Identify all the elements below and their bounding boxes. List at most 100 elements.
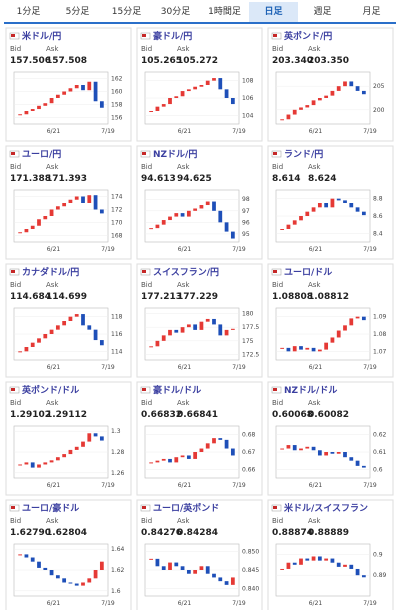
candle <box>68 199 73 203</box>
bid-value: 171.388 <box>10 174 51 184</box>
bid-value: 1.62790 <box>10 528 51 538</box>
candle <box>87 81 92 91</box>
tab[interactable]: 15分足 <box>111 7 142 17</box>
tab[interactable]: 1分足 <box>16 7 41 17</box>
candle <box>349 457 354 461</box>
bid-label: Bid <box>272 399 283 407</box>
tab[interactable]: 週足 <box>313 7 332 17</box>
x-label: 6/21 <box>178 482 192 489</box>
candle <box>286 114 291 120</box>
card-title: 英ポンド/円 <box>283 30 332 42</box>
x-label: 6/21 <box>178 246 192 253</box>
candle <box>311 446 316 451</box>
y-tick-label: 1.09 <box>373 314 387 321</box>
flag-mark <box>11 270 15 273</box>
bid-value: 157.506 <box>10 56 51 66</box>
candle <box>324 342 329 350</box>
candle <box>299 558 303 565</box>
y-tick-label: 98 <box>242 196 250 203</box>
y-tick-label: 170 <box>111 220 123 227</box>
candle <box>286 445 291 449</box>
bid-value: 1.08808 <box>272 292 313 302</box>
bid-value: 8.614 <box>272 174 300 184</box>
candle <box>81 196 85 203</box>
candle <box>361 465 366 468</box>
candle <box>68 88 73 92</box>
ask-label: Ask <box>177 517 190 525</box>
bid-label: Bid <box>272 45 283 53</box>
candle <box>317 556 322 561</box>
x-label: 6/21 <box>47 246 61 253</box>
candle <box>30 462 35 468</box>
y-tick-label: 0.68 <box>242 432 256 439</box>
candle <box>149 558 154 560</box>
flag-mark <box>142 152 146 155</box>
chart-frame <box>275 543 371 597</box>
bid-label: Bid <box>272 163 283 171</box>
candle <box>174 329 179 333</box>
card-title: 米ドル/円 <box>21 30 61 42</box>
candle <box>30 225 35 229</box>
chart-frame <box>13 71 109 125</box>
candle <box>43 462 48 465</box>
y-tick-label: 0.9 <box>373 551 383 558</box>
flag-mark <box>11 388 15 391</box>
bid-label: Bid <box>141 163 152 171</box>
ask-label: Ask <box>46 399 59 407</box>
ask-value: 0.66841 <box>177 410 218 420</box>
candle <box>99 101 104 108</box>
candle <box>87 578 92 583</box>
tab[interactable]: 日足 <box>249 2 298 22</box>
candle <box>168 98 172 105</box>
candle <box>81 441 85 447</box>
candle <box>311 100 316 106</box>
card-title: ユーロ/英ポンド <box>153 502 219 514</box>
candle <box>43 216 48 220</box>
ask-label: Ask <box>46 163 59 171</box>
y-tick-label: 177.5 <box>242 324 259 331</box>
candle <box>349 81 354 87</box>
candle <box>324 558 329 561</box>
flag-mark <box>273 152 277 155</box>
candle <box>324 95 329 98</box>
candle <box>93 433 98 437</box>
bid-label: Bid <box>141 517 152 525</box>
candle <box>330 90 335 96</box>
candle <box>355 568 360 576</box>
candle <box>174 562 179 567</box>
candle <box>311 207 316 212</box>
candle <box>224 222 229 232</box>
x-label: 6/21 <box>47 600 61 607</box>
bid-value: 105.265 <box>141 56 182 66</box>
bid-label: Bid <box>272 517 283 525</box>
candle <box>317 349 322 352</box>
candle <box>305 211 310 216</box>
candle <box>87 195 92 203</box>
candle <box>343 325 347 331</box>
y-tick-label: 118 <box>111 314 123 321</box>
candle <box>299 216 303 221</box>
y-tick-label: 200 <box>373 107 385 114</box>
x-label: 7/19 <box>363 364 377 371</box>
candle <box>317 450 322 456</box>
chart-frame <box>275 71 371 125</box>
x-label: 6/21 <box>178 128 192 135</box>
bid-value: 94.613 <box>141 174 176 184</box>
ask-label: Ask <box>177 163 190 171</box>
tab[interactable]: 1時間足 <box>208 7 241 17</box>
candle <box>280 347 285 349</box>
y-tick-label: 160 <box>111 89 123 96</box>
candle <box>74 196 79 200</box>
candle <box>68 449 73 455</box>
candle <box>37 338 41 343</box>
y-tick-label: 106 <box>242 95 254 102</box>
chart-frame <box>13 189 109 243</box>
tab[interactable]: 30分足 <box>160 7 191 17</box>
ask-value: 0.84284 <box>177 528 218 538</box>
candle <box>18 554 23 556</box>
candle <box>299 107 303 110</box>
tab[interactable]: 月足 <box>362 7 381 17</box>
y-tick-label: 1.64 <box>111 546 125 553</box>
tab[interactable]: 5分足 <box>65 7 90 17</box>
candle <box>305 347 310 350</box>
